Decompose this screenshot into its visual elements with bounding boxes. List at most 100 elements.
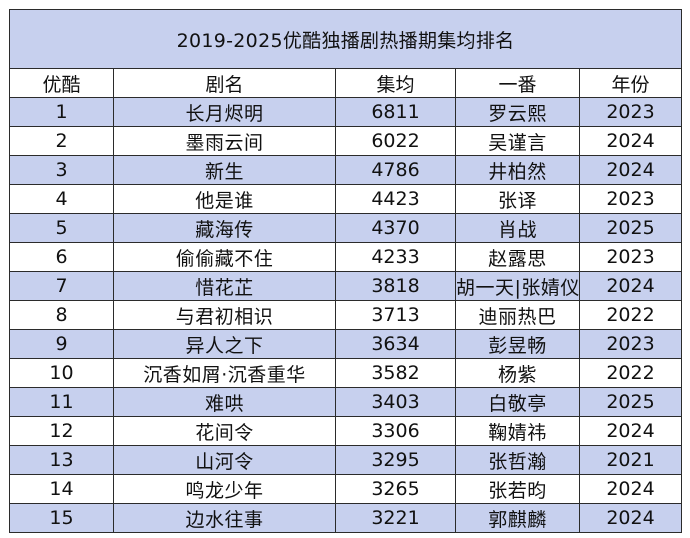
header-row: 优酷 剧名 集均 一番 年份 bbox=[9, 68, 683, 98]
year-cell: 2022 bbox=[578, 358, 683, 388]
episodes-cell: 6811 bbox=[335, 97, 456, 127]
table-row: 9 异人之下 3634 彭昱畅 2023 bbox=[9, 329, 683, 359]
episodes-cell: 4233 bbox=[335, 242, 456, 272]
table-row: 3 新生 4786 井柏然 2024 bbox=[9, 155, 683, 185]
table-row: 10 沉香如屑·沉香重华 3582 杨紫 2022 bbox=[9, 358, 683, 388]
table-row: 7 惜花芷 3818 胡一天|张婧仪 2024 bbox=[9, 271, 683, 301]
rank-cell: 10 bbox=[9, 358, 114, 388]
actor-cell: 罗云熙 bbox=[455, 97, 580, 127]
table-row: 5 藏海传 4370 肖战 2025 bbox=[9, 213, 683, 243]
episodes-cell: 3818 bbox=[335, 271, 456, 301]
episodes-cell: 3295 bbox=[335, 445, 456, 475]
name-cell: 难哄 bbox=[113, 387, 336, 417]
episodes-cell: 4786 bbox=[335, 155, 456, 185]
year-cell: 2024 bbox=[578, 416, 683, 446]
rank-cell: 1 bbox=[9, 97, 114, 127]
rank-cell: 5 bbox=[9, 213, 114, 243]
actor-cell: 赵露思 bbox=[455, 242, 580, 272]
table-row: 8 与君初相识 3713 迪丽热巴 2022 bbox=[9, 300, 683, 330]
actor-cell: 鞠婧祎 bbox=[455, 416, 580, 446]
actor-cell: 胡一天|张婧仪 bbox=[455, 271, 580, 301]
episodes-cell: 3221 bbox=[335, 503, 456, 533]
name-cell: 偷偷藏不住 bbox=[113, 242, 336, 272]
header-name: 剧名 bbox=[113, 68, 336, 98]
episodes-cell: 3582 bbox=[335, 358, 456, 388]
actor-cell: 吴谨言 bbox=[455, 126, 580, 156]
actor-cell: 井柏然 bbox=[455, 155, 580, 185]
actor-cell: 杨紫 bbox=[455, 358, 580, 388]
ranking-table-frame: 2019-2025优酷独播剧热播期集均排名 优酷 剧名 集均 一番 年份 1 长月… bbox=[8, 9, 683, 533]
name-cell: 长月烬明 bbox=[113, 97, 336, 127]
actor-cell: 张若昀 bbox=[455, 474, 580, 504]
rank-cell: 12 bbox=[9, 416, 114, 446]
rank-cell: 3 bbox=[9, 155, 114, 185]
year-cell: 2023 bbox=[578, 184, 683, 214]
name-cell: 异人之下 bbox=[113, 329, 336, 359]
year-cell: 2024 bbox=[578, 155, 683, 185]
rank-cell: 6 bbox=[9, 242, 114, 272]
title-row: 2019-2025优酷独播剧热播期集均排名 bbox=[8, 9, 683, 69]
table-row: 2 墨雨云间 6022 吴谨言 2024 bbox=[9, 126, 683, 156]
rank-cell: 13 bbox=[9, 445, 114, 475]
actor-cell: 迪丽热巴 bbox=[455, 300, 580, 330]
table-title: 2019-2025优酷独播剧热播期集均排名 bbox=[8, 9, 683, 69]
rank-cell: 15 bbox=[9, 503, 114, 533]
name-cell: 边水往事 bbox=[113, 503, 336, 533]
name-cell: 惜花芷 bbox=[113, 271, 336, 301]
table-row: 1 长月烬明 6811 罗云熙 2023 bbox=[9, 97, 683, 127]
year-cell: 2025 bbox=[578, 387, 683, 417]
episodes-cell: 3265 bbox=[335, 474, 456, 504]
rank-cell: 4 bbox=[9, 184, 114, 214]
year-cell: 2025 bbox=[578, 213, 683, 243]
name-cell: 沉香如屑·沉香重华 bbox=[113, 358, 336, 388]
header-actor: 一番 bbox=[455, 68, 580, 98]
name-cell: 花间令 bbox=[113, 416, 336, 446]
year-cell: 2024 bbox=[578, 126, 683, 156]
name-cell: 山河令 bbox=[113, 445, 336, 475]
year-cell: 2023 bbox=[578, 242, 683, 272]
episodes-cell: 3403 bbox=[335, 387, 456, 417]
episodes-cell: 4370 bbox=[335, 213, 456, 243]
actor-cell: 肖战 bbox=[455, 213, 580, 243]
actor-cell: 彭昱畅 bbox=[455, 329, 580, 359]
name-cell: 墨雨云间 bbox=[113, 126, 336, 156]
actor-cell: 郭麒麟 bbox=[455, 503, 580, 533]
year-cell: 2023 bbox=[578, 329, 683, 359]
actor-cell: 张译 bbox=[455, 184, 580, 214]
name-cell: 他是谁 bbox=[113, 184, 336, 214]
rank-cell: 7 bbox=[9, 271, 114, 301]
rank-cell: 8 bbox=[9, 300, 114, 330]
table-row: 15 边水往事 3221 郭麒麟 2024 bbox=[9, 503, 683, 533]
table-row: 11 难哄 3403 白敬亭 2025 bbox=[9, 387, 683, 417]
table-row: 13 山河令 3295 张哲瀚 2021 bbox=[9, 445, 683, 475]
table-row: 6 偷偷藏不住 4233 赵露思 2023 bbox=[9, 242, 683, 272]
rank-cell: 9 bbox=[9, 329, 114, 359]
actor-cell: 白敬亭 bbox=[455, 387, 580, 417]
year-cell: 2023 bbox=[578, 97, 683, 127]
episodes-cell: 3713 bbox=[335, 300, 456, 330]
actor-cell: 张哲瀚 bbox=[455, 445, 580, 475]
header-episodes: 集均 bbox=[335, 68, 456, 98]
rank-cell: 2 bbox=[9, 126, 114, 156]
episodes-cell: 6022 bbox=[335, 126, 456, 156]
year-cell: 2024 bbox=[578, 271, 683, 301]
year-cell: 2024 bbox=[578, 474, 683, 504]
header-rank: 优酷 bbox=[9, 68, 114, 98]
name-cell: 新生 bbox=[113, 155, 336, 185]
rank-cell: 11 bbox=[9, 387, 114, 417]
header-year: 年份 bbox=[578, 68, 683, 98]
episodes-cell: 3306 bbox=[335, 416, 456, 446]
table-row: 14 鸣龙少年 3265 张若昀 2024 bbox=[9, 474, 683, 504]
table-row: 4 他是谁 4423 张译 2023 bbox=[9, 184, 683, 214]
rank-cell: 14 bbox=[9, 474, 114, 504]
episodes-cell: 4423 bbox=[335, 184, 456, 214]
name-cell: 藏海传 bbox=[113, 213, 336, 243]
episodes-cell: 3634 bbox=[335, 329, 456, 359]
name-cell: 鸣龙少年 bbox=[113, 474, 336, 504]
table-row: 12 花间令 3306 鞠婧祎 2024 bbox=[9, 416, 683, 446]
year-cell: 2021 bbox=[578, 445, 683, 475]
ranking-table: 2019-2025优酷独播剧热播期集均排名 优酷 剧名 集均 一番 年份 1 长月… bbox=[8, 9, 683, 533]
name-cell: 与君初相识 bbox=[113, 300, 336, 330]
year-cell: 2024 bbox=[578, 503, 683, 533]
year-cell: 2022 bbox=[578, 300, 683, 330]
